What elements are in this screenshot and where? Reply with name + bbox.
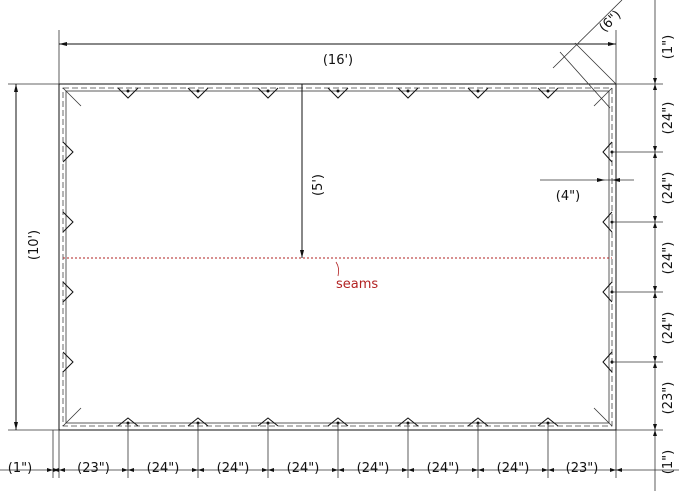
bottom-dimension-label: (1") xyxy=(8,461,32,476)
width-dimension: (16') xyxy=(58,30,617,84)
dimension-arrow xyxy=(122,468,134,472)
bottom-dimension-label: (24") xyxy=(497,461,530,476)
corner-reinforcement xyxy=(593,87,613,107)
height-dimension: (10') xyxy=(8,83,59,431)
grommet-tab xyxy=(327,87,349,99)
right-dimension-label: (24") xyxy=(661,242,676,275)
tarp-outline xyxy=(58,83,617,431)
dimension-arrow xyxy=(653,146,657,158)
grommet-tab xyxy=(397,87,419,99)
grommet xyxy=(336,89,340,93)
grommet xyxy=(476,89,480,93)
grommet-tab xyxy=(62,141,74,163)
height-label: (10') xyxy=(27,230,42,260)
grommet xyxy=(546,89,550,93)
grommet-tab xyxy=(537,417,559,427)
grommet-tab xyxy=(327,417,349,427)
right-dimension-label: (24") xyxy=(661,172,676,205)
seam-label: seams xyxy=(336,277,378,292)
grommet-inset-dimension: (4") xyxy=(540,178,634,204)
grommet-tab xyxy=(537,87,559,99)
dimension-arrow xyxy=(472,468,484,472)
dimension-arrow xyxy=(610,468,622,472)
right-dimension-label: (1") xyxy=(661,35,676,59)
dimension-arrow xyxy=(653,216,657,228)
grommet-tab xyxy=(257,87,279,99)
corner-reinforcement xyxy=(593,407,613,427)
grommet-tab xyxy=(62,281,74,303)
grommet-tab xyxy=(117,87,139,99)
dimension-arrow xyxy=(332,468,344,472)
seam-offset-label: (5') xyxy=(311,174,326,196)
grommet-tab xyxy=(187,417,209,427)
bottom-dimension-label: (24") xyxy=(427,461,460,476)
right-dimension-label: (24") xyxy=(661,102,676,135)
dimension-arrow xyxy=(653,424,657,436)
grommet-tab xyxy=(117,417,139,427)
grommet-tab xyxy=(467,417,489,427)
bottom-dimension-label: (24") xyxy=(147,461,180,476)
grommet-inset-label: (4") xyxy=(556,189,580,204)
bottom-dimension-label: (24") xyxy=(357,461,390,476)
grommet xyxy=(266,89,270,93)
grommet-tab xyxy=(467,87,489,99)
dimension-arrow xyxy=(262,468,274,472)
dimension-arrow xyxy=(653,356,657,368)
dimension-arrow xyxy=(53,468,65,472)
grommet-tab xyxy=(602,351,613,373)
grommet-tab xyxy=(602,211,613,233)
dimension-arrow xyxy=(653,78,657,90)
seam-offset-dimension: (5') xyxy=(300,84,326,258)
dimension-arrow xyxy=(192,468,204,472)
grommet-tab xyxy=(602,141,613,163)
corner-label: (6") xyxy=(597,8,625,36)
right-dimension-label: (23") xyxy=(661,382,676,415)
grommet-tab xyxy=(397,417,419,427)
corner-reinforcement xyxy=(62,407,82,427)
corner-dimension: (6") xyxy=(552,0,625,109)
bottom-dimension-label: (24") xyxy=(217,461,250,476)
grommet-tab xyxy=(602,281,613,303)
dimension-arrow xyxy=(653,286,657,298)
width-label: (16') xyxy=(323,53,353,68)
grommet xyxy=(196,89,200,93)
right-dimension-label: (1") xyxy=(661,450,676,474)
grommet-tab xyxy=(187,87,209,99)
grommet-tab xyxy=(257,417,279,427)
bottom-dimension-label: (23") xyxy=(566,461,599,476)
dimension-arrow xyxy=(402,468,414,472)
grommet-tab xyxy=(62,351,74,373)
grommet-tab xyxy=(62,211,74,233)
bottom-dimension-label: (24") xyxy=(287,461,320,476)
grommet xyxy=(126,89,130,93)
right-dimension-label: (24") xyxy=(661,312,676,345)
grommet xyxy=(406,89,410,93)
dimension-arrow xyxy=(542,468,554,472)
corner-reinforcement xyxy=(62,87,82,107)
seam: seams xyxy=(63,257,612,292)
bottom-dimension-label: (23") xyxy=(77,461,110,476)
